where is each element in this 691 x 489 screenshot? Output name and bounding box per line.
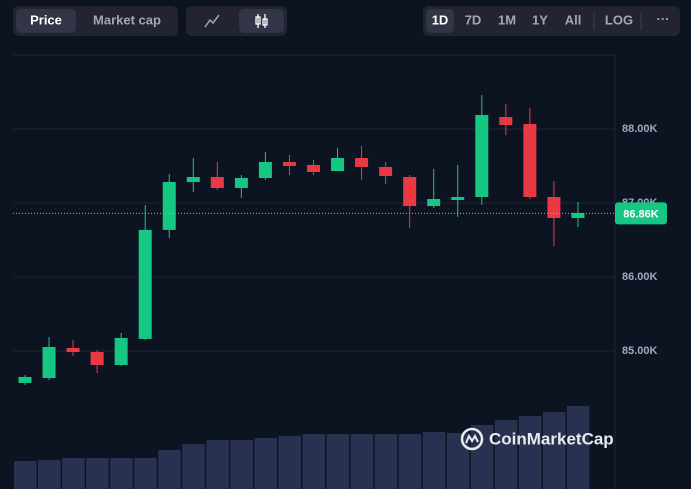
volume-bar [278,436,301,489]
range-1m[interactable]: 1M [498,12,516,27]
volume-bar [374,434,398,489]
volume-bar [326,434,350,489]
more-button[interactable]: ··· [657,11,670,26]
last-price-label: 86.86K [623,208,659,220]
line-chart-icon[interactable] [204,14,220,28]
candle-body [379,166,393,176]
range-tabs [423,6,680,36]
volume-bar [494,420,518,489]
volume-bar [254,438,277,489]
volume-bar [446,433,470,489]
active-range [426,9,454,33]
range-all[interactable]: All [565,12,582,27]
candle-body [162,181,176,230]
volume-bar [86,458,109,489]
candle-body [42,346,56,379]
volume-bar [422,432,446,489]
candle-body [66,347,80,353]
log-toggle[interactable]: LOG [605,12,633,27]
candle-chart-icon[interactable] [255,14,268,28]
candle-body [18,376,32,383]
market-cap-tab[interactable]: Market cap [93,12,161,27]
candle-body [475,115,489,198]
range-7d[interactable]: 7D [465,12,482,27]
candle-body [427,199,441,207]
candle-body [523,123,537,198]
volume-bar [62,458,85,489]
volume-bar [302,434,326,489]
volume-bar [542,412,566,489]
y-tick-label: 85.00K [622,345,658,357]
volume-bar [398,434,422,489]
volume-bar [230,440,253,489]
candle-body [90,352,104,365]
volume-bar [566,406,590,489]
candle-body [451,197,465,200]
active-tab [16,9,76,33]
range-1d[interactable]: 1D [432,12,449,27]
volume-bar [14,461,37,489]
active-chart-type[interactable] [239,9,284,33]
candle-body [403,177,417,207]
candle-body [138,229,152,339]
range-1y[interactable]: 1Y [532,12,548,27]
volume-bar [38,460,61,489]
candle-body [547,197,561,219]
candle-body [186,177,200,182]
watermark-text: CoinMarketCap [489,429,614,448]
y-tick-label: 86.00K [622,271,658,283]
candle-body [114,337,128,365]
y-tick-label: 88.00K [622,123,658,135]
volume-bar [158,450,181,489]
volume-bar [350,434,374,489]
last-price-badge [615,202,667,225]
volume-bar [110,458,133,489]
candle-body [258,162,272,178]
candle-body [282,162,296,166]
candle-body [355,158,369,167]
volume-bar [518,416,542,489]
candle-body [331,158,345,172]
candle-body [571,212,585,219]
volume-bar [134,458,157,489]
price-tab[interactable]: Price [30,12,62,27]
volume-bar [182,444,205,489]
candle-body [499,117,513,126]
candle-body [307,164,320,172]
candle-body [210,177,224,188]
watermark: CoinMarketCap [460,427,614,451]
volume-bar [206,440,229,489]
candle-body [234,177,248,188]
